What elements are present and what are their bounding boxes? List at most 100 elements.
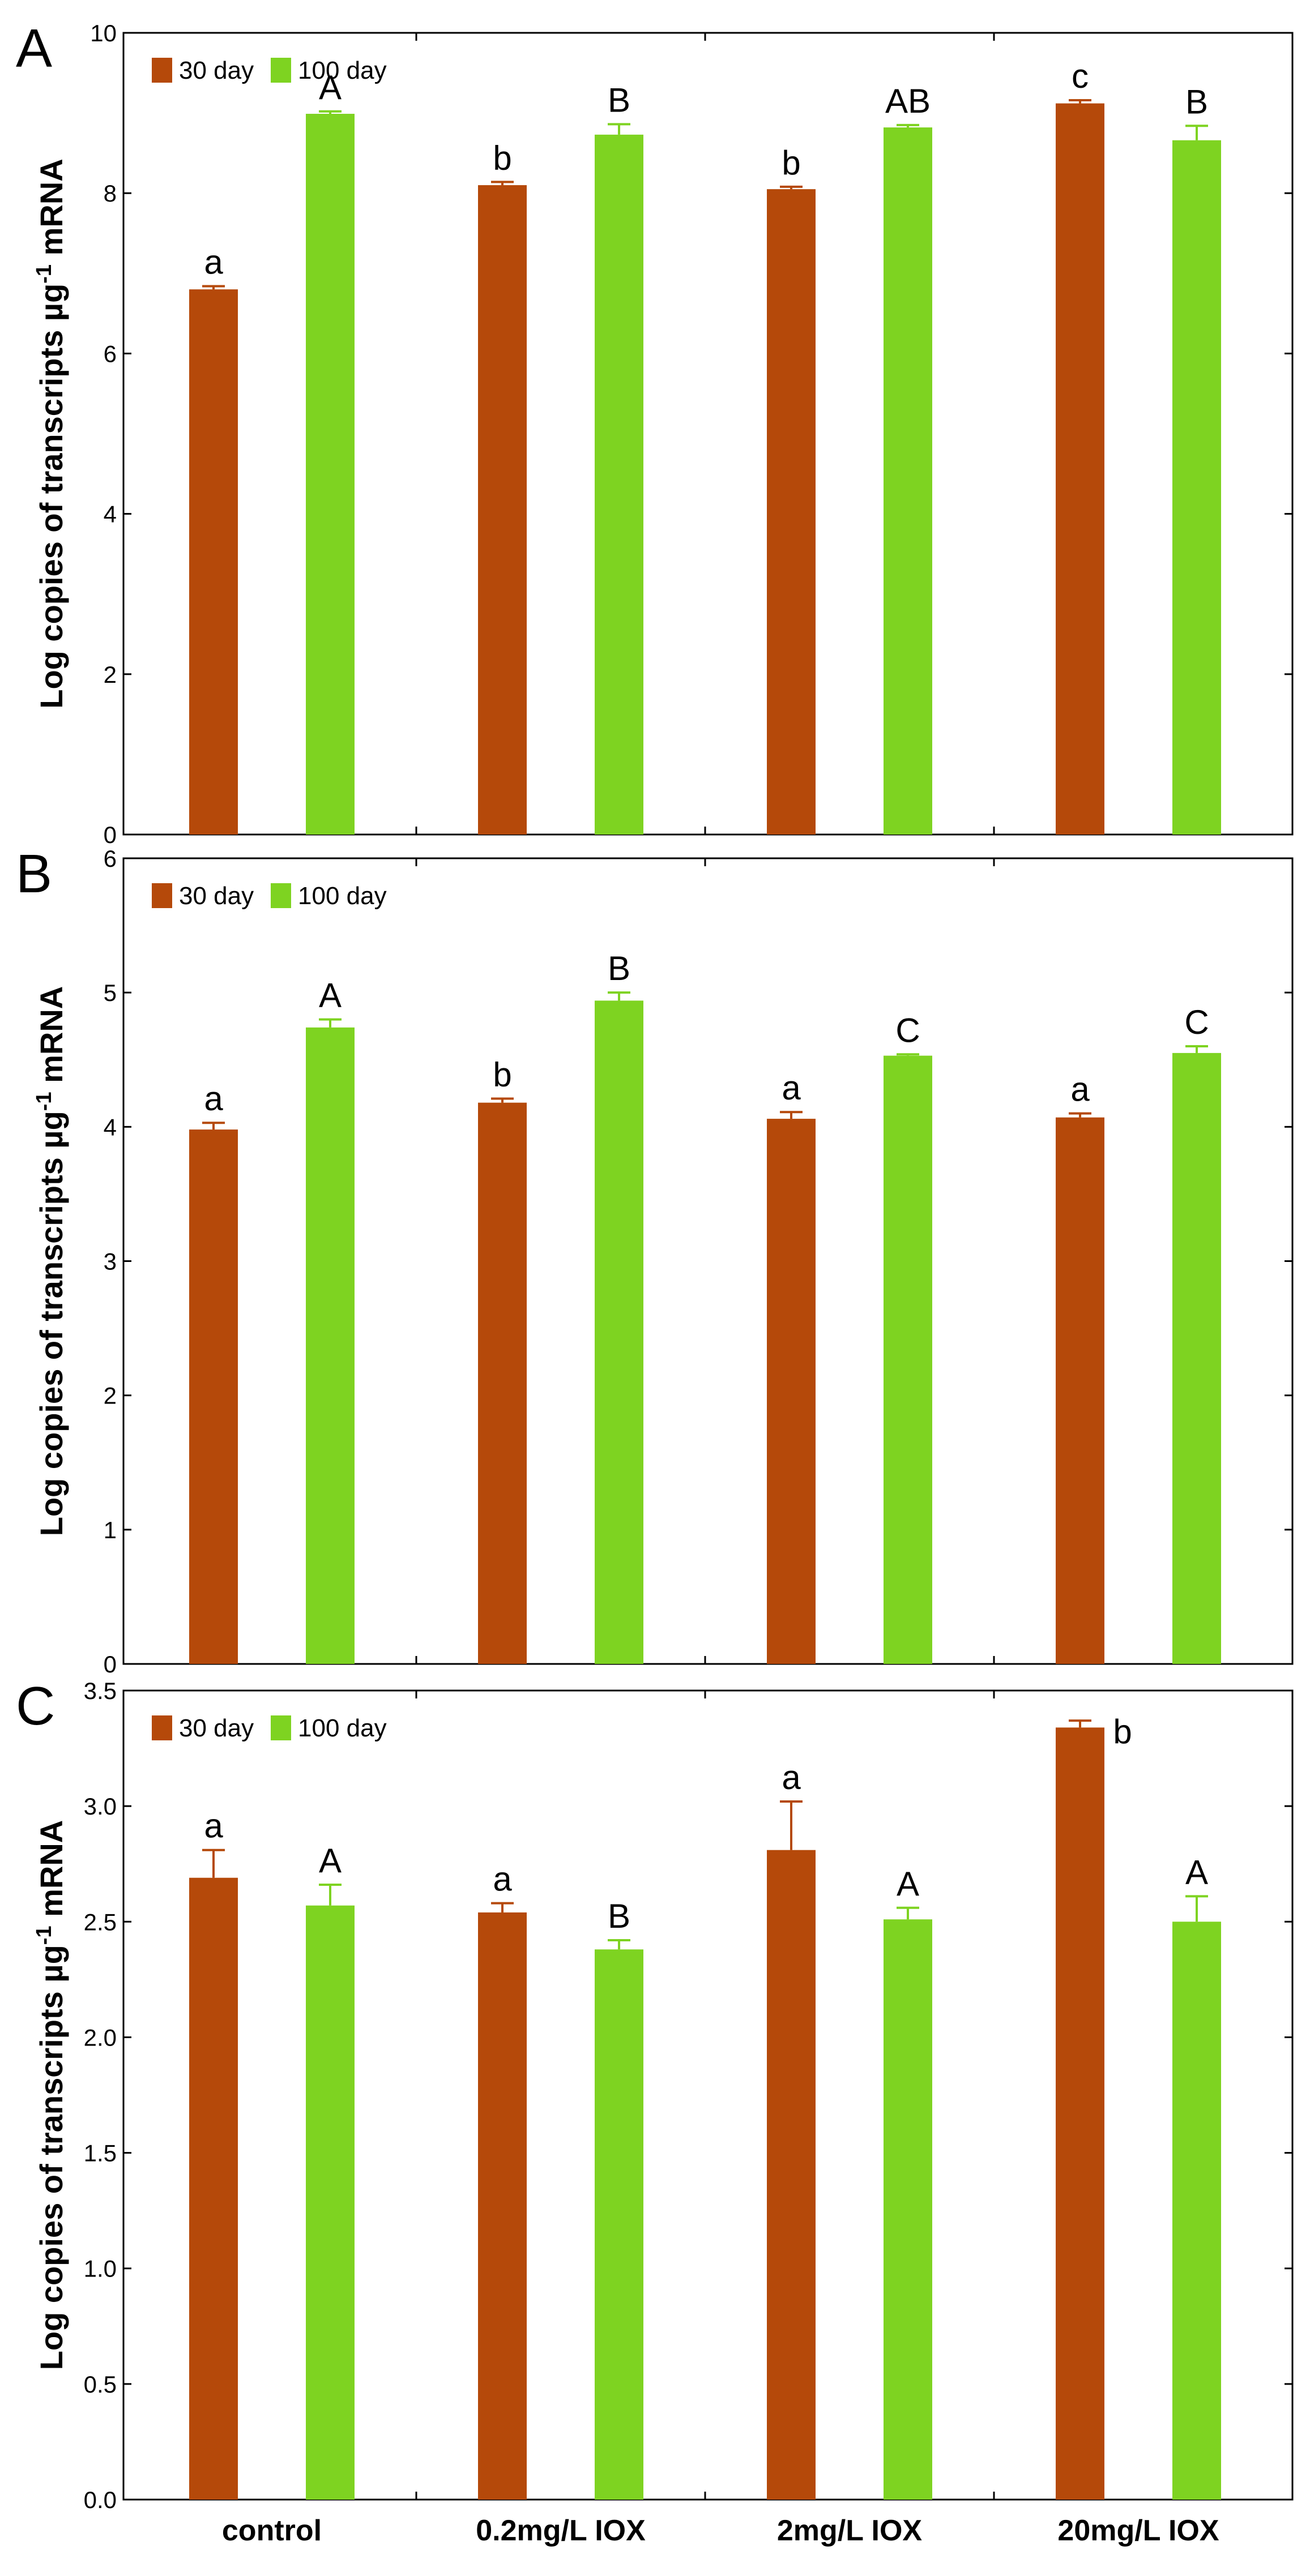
y-tick-label: 4 [104,1114,117,1140]
significance-label: A [319,69,342,106]
bar-30-day-2mg-l-iox [767,1119,816,1664]
legend-label-30-day: 30 day [179,882,254,910]
y-tick-label: 0 [104,1651,117,1678]
significance-label: a [204,1807,223,1845]
legend-label-100-day: 100 day [298,882,387,910]
bar-100-day-control [306,1905,355,2500]
y-axis-label-superscript: -1 [32,1092,56,1111]
x-category-label: 20mg/L IOX [1057,2514,1219,2547]
y-tick-label: 4 [104,501,117,528]
y-axis-label-end: mRNA [33,159,69,264]
bar-30-day-2mg-l-iox [767,189,816,835]
bar-30-day-20mg-l-iox [1056,1117,1104,1664]
y-axis-label: Log copies of transcripts µg-1 mRNA [32,1820,69,2370]
significance-label: B [608,81,630,119]
y-axis-label: Log copies of transcripts µg-1 mRNA [32,159,69,709]
y-tick-label: 3 [104,1248,117,1275]
significance-label: b [782,144,800,182]
bar-100-day-2mg-l-iox [884,127,932,835]
significance-label: A [319,1842,342,1880]
y-axis-label-end: mRNA [33,986,69,1092]
significance-label: AB [885,82,931,120]
bar-30-day-20mg-l-iox [1056,1727,1104,2500]
significance-label: a [493,1860,512,1898]
y-axis-label-end: mRNA [33,1820,69,1926]
legend-swatch-100-day [271,1715,291,1740]
significance-label: a [782,1758,801,1796]
y-tick-label: 6 [104,845,117,872]
bar-30-day-control [189,289,238,835]
y-tick-label: 1.5 [84,2140,117,2167]
chart-panel-b: 0 1 2 3 4 5 6 B Log copies of transcripts µg-1 m… [16,844,1294,1678]
significance-label: b [493,1056,511,1094]
y-tick-label: 1.0 [84,2256,117,2282]
legend-swatch-30-day [152,58,172,83]
y-axis-label-superscript: -1 [32,1925,56,1945]
y-tick-label: 2.5 [84,1909,117,1935]
legend-label-100-day: 100 day [298,57,387,84]
significance-label: a [782,1069,801,1107]
y-tick-label: 3.0 [84,1793,117,1820]
legend-swatch-30-day [152,1715,172,1740]
legend-swatch-100-day [271,883,291,908]
bar-100-day-0-2mg-l-iox [595,1949,643,2500]
bar-100-day-control [306,1027,355,1664]
bar-30-day-0-2mg-l-iox [478,1912,527,2500]
significance-label: b [1113,1713,1132,1751]
y-axis-label-superscript: -1 [32,264,56,284]
x-category-label: control [222,2514,322,2547]
significance-label: C [895,1011,920,1049]
y-axis-label-main: Log copies of transcripts µg [33,1111,69,1536]
y-axis-label: Log copies of transcripts µg-1 mRNA [32,986,69,1537]
bar-100-day-20mg-l-iox [1172,140,1221,835]
y-tick-label: 2 [104,1383,117,1409]
y-tick-label: 0.0 [84,2487,117,2513]
y-tick-label: 2 [104,661,117,688]
significance-label: A [897,1865,919,1903]
x-category-label: 2mg/L IOX [777,2514,923,2547]
significance-label: a [204,1080,223,1118]
panel-letter: B [16,844,52,904]
y-axis-label-main: Log copies of transcripts µg [33,284,69,709]
significance-label: B [1185,83,1208,121]
bar-30-day-0-2mg-l-iox [478,185,527,835]
bar-30-day-control [189,1129,238,1664]
legend-label-30-day: 30 day [179,1714,254,1742]
y-tick-label: 1 [104,1517,117,1543]
bar-100-day-2mg-l-iox [884,1919,932,2500]
bar-100-day-0-2mg-l-iox [595,134,643,835]
y-tick-label: 8 [104,180,117,207]
bar-30-day-2mg-l-iox [767,1850,816,2500]
bar-100-day-2mg-l-iox [884,1055,932,1664]
bar-100-day-0-2mg-l-iox [595,1000,643,1664]
significance-label: B [608,1897,630,1935]
y-tick-label: 6 [104,340,117,367]
plot-frame [122,32,1294,836]
plot-frame [122,1689,1294,2501]
panel-letter: A [16,18,52,79]
bar-100-day-control [306,114,355,835]
significance-label: c [1072,57,1089,95]
significance-label: a [204,243,223,281]
y-tick-label: 3.5 [84,1678,117,1704]
y-tick-label: 0.5 [84,2371,117,2398]
chart-panel-a: 0 2 4 6 8 10 A Log copies of transcripts µg-1 m… [16,18,1294,848]
bar-30-day-0-2mg-l-iox [478,1102,527,1664]
bar-30-day-20mg-l-iox [1056,103,1104,835]
chart-panel-c: 0.0 0.5 1.0 1.5 2.0 2.5 3.0 3.5 C Log copies of t… [16,1676,1294,2547]
y-tick-label: 5 [104,979,117,1006]
legend-swatch-100-day [271,58,291,83]
bar-30-day-control [189,1877,238,2500]
significance-label: B [608,949,630,987]
legend-label-30-day: 30 day [179,57,254,84]
significance-label: A [319,977,342,1015]
y-tick-label: 10 [90,20,117,46]
significance-label: a [1070,1071,1090,1109]
x-category-label: 0.2mg/L IOX [476,2514,646,2547]
bar-100-day-20mg-l-iox [1172,1922,1221,2500]
significance-label: C [1184,1003,1209,1041]
panel-letter: C [16,1676,55,1736]
legend-swatch-30-day [152,883,172,908]
significance-label: A [1185,1853,1208,1891]
